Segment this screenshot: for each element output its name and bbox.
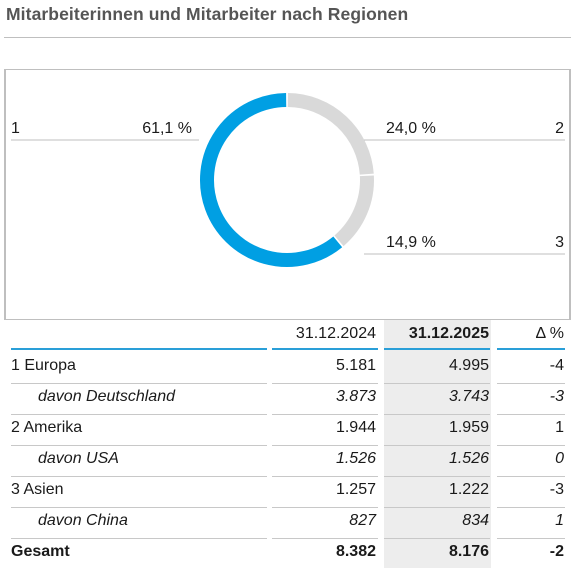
header-2024: 31.12.2024	[295, 325, 376, 342]
row-separator	[272, 507, 378, 508]
row-separator	[384, 538, 490, 539]
row-label: davon China	[38, 512, 128, 529]
row-label: davon USA	[38, 450, 119, 467]
row-label: 3 Asien	[11, 481, 64, 498]
row-separator	[497, 538, 565, 539]
row-delta: -3	[549, 388, 564, 405]
row-separator	[272, 414, 378, 415]
row-value-2024: 827	[349, 512, 376, 529]
row-value-2024: 5.181	[335, 357, 376, 374]
row-delta: 1	[555, 512, 564, 529]
row-value-2025: 4.995	[448, 357, 489, 374]
row-delta: -4	[549, 357, 564, 374]
top-rule	[4, 37, 571, 38]
row-label: davon Deutschland	[38, 388, 175, 405]
slice-2-id: 2	[555, 120, 564, 137]
row-delta: -2	[549, 543, 564, 560]
row-separator	[11, 507, 267, 508]
row-value-2024: 1.526	[335, 450, 376, 467]
header-delta: Δ %	[535, 325, 564, 342]
donut-slice-3	[334, 175, 374, 247]
row-separator	[497, 507, 565, 508]
slice-3-label: 14,9 %	[386, 234, 436, 251]
chart-bottom-rule	[4, 319, 571, 320]
slice-1-id: 1	[11, 120, 20, 137]
slice-1-label: 61,1 %	[142, 120, 192, 137]
row-separator	[384, 476, 490, 477]
chart-left-border	[4, 70, 6, 320]
row-separator	[497, 383, 565, 384]
row-separator	[11, 476, 267, 477]
donut-chart	[11, 93, 565, 267]
row-separator	[384, 507, 490, 508]
donut-slice-2	[287, 93, 374, 175]
row-value-2024: 3.873	[335, 388, 376, 405]
row-value-2025: 1.959	[448, 419, 489, 436]
row-separator	[497, 414, 565, 415]
header-underline-delta	[497, 348, 565, 350]
row-separator	[272, 383, 378, 384]
row-label: 1 Europa	[11, 357, 76, 374]
row-separator	[272, 538, 378, 539]
row-value-2025: 8.176	[448, 543, 489, 560]
chart-top-rule	[4, 69, 571, 70]
row-separator	[11, 383, 267, 384]
row-value-2025: 3.743	[448, 388, 489, 405]
row-value-2025: 1.526	[448, 450, 489, 467]
chart-right-border	[569, 70, 571, 320]
row-separator	[11, 414, 267, 415]
row-value-2025: 834	[462, 512, 489, 529]
row-separator	[11, 445, 267, 446]
row-delta: 1	[555, 419, 564, 436]
chart-title: Mitarbeiterinnen und Mitarbeiter nach Re…	[6, 4, 409, 24]
row-separator	[11, 538, 267, 539]
row-separator	[384, 414, 490, 415]
row-value-2024: 8.382	[335, 543, 376, 560]
row-delta: -3	[549, 481, 564, 498]
row-separator	[272, 445, 378, 446]
header-underline-2025	[384, 348, 490, 350]
slice-2-label: 24,0 %	[386, 120, 436, 137]
row-separator	[384, 383, 490, 384]
slice-3-id: 3	[555, 234, 564, 251]
row-value-2025: 1.222	[448, 481, 489, 498]
row-separator	[384, 445, 490, 446]
donut-slice-1	[200, 93, 343, 267]
row-separator	[272, 476, 378, 477]
row-label: 2 Amerika	[11, 419, 83, 436]
header-underline-label	[11, 348, 267, 350]
row-delta: 0	[555, 450, 564, 467]
row-label: Gesamt	[11, 543, 70, 560]
row-value-2024: 1.944	[335, 419, 376, 436]
row-value-2024: 1.257	[335, 481, 376, 498]
header-2025: 31.12.2025	[408, 325, 489, 342]
row-separator	[497, 445, 565, 446]
header-underline-2024	[272, 348, 378, 350]
highlight-column-2025	[384, 320, 491, 568]
row-separator	[497, 476, 565, 477]
